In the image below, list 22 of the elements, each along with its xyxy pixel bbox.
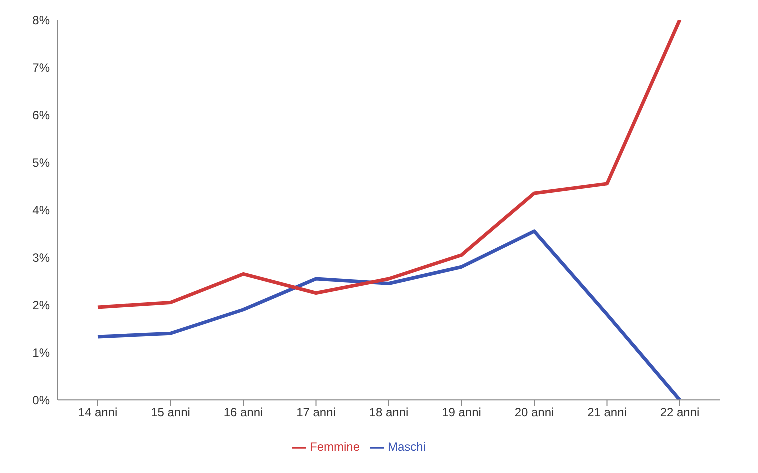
- y-tick-label: 0%: [32, 393, 50, 408]
- y-tick-label: 6%: [32, 108, 50, 122]
- x-tick-label: 16 anni: [224, 406, 264, 420]
- y-tick-label: 5%: [32, 156, 50, 170]
- line-series: [96, 230, 682, 400]
- y-tick-label: 8%: [32, 13, 50, 28]
- y-tick-label: 4%: [32, 203, 50, 218]
- y-tick-label: 2%: [32, 298, 50, 312]
- x-tick-label: 15 anni: [151, 406, 190, 420]
- x-tick-label: 21 anni: [588, 406, 627, 420]
- line-series: [96, 20, 682, 310]
- y-tick-label: 3%: [32, 250, 50, 265]
- x-tick-label: 18 anni: [369, 406, 409, 420]
- x-tick-label: 17 anni: [296, 406, 336, 420]
- y-tick-label: 1%: [32, 346, 50, 360]
- legend-label: Maschi: [388, 440, 426, 454]
- x-tick-label: 19 anni: [442, 406, 482, 420]
- x-tick-label: 22 anni: [660, 406, 700, 420]
- x-tick-label: 20 anni: [514, 406, 554, 420]
- y-tick-label: 7%: [32, 60, 50, 75]
- x-tick-label: 14 anni: [78, 406, 118, 420]
- legend-label: Femmine: [310, 440, 360, 454]
